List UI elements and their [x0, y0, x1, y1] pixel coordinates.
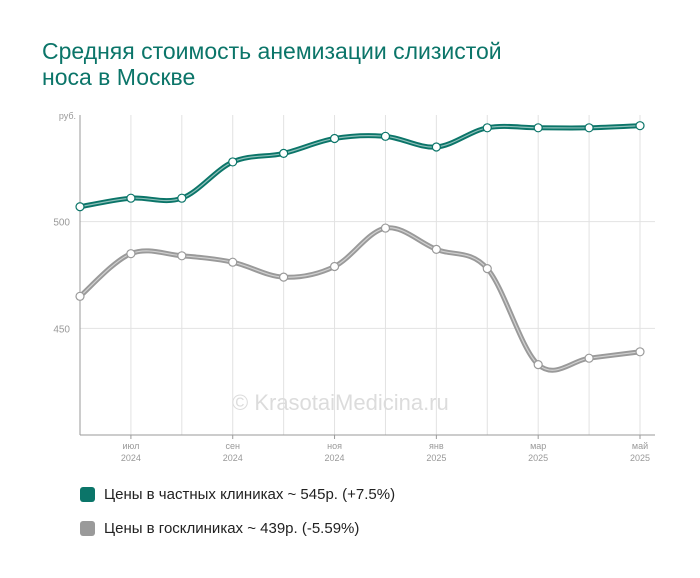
series-line-private: [77, 123, 643, 210]
legend-label-public: Цены в госклиниках ~ 439р. (-5.59%): [104, 519, 360, 537]
x-tick-label-month-2024-07: июл: [122, 441, 139, 451]
x-tick-label-year-2024-09: 2024: [223, 453, 243, 463]
data-point-public-2024-10: [279, 272, 289, 282]
watermark: © KrasotaiMedicina.ru: [232, 390, 449, 415]
x-tick-label-month-2024-09: сен: [225, 441, 240, 451]
y-tick-label-450: 450: [53, 324, 70, 335]
data-point-private-2025-02: [482, 123, 492, 133]
data-point-private-2024-11: [329, 133, 340, 144]
x-tick-label-month-2024-11: ноя: [327, 441, 342, 451]
x-tick-label-year-2025-03: 2025: [528, 453, 548, 463]
legend-swatch-private: [80, 486, 95, 502]
data-point-private-2024-12: [380, 131, 391, 141]
data-point-private-2025-05: [635, 121, 645, 131]
chart-title: Средняя стоимость анемизации слизистой н…: [42, 38, 602, 90]
legend-label-private: Цены в частных клиниках ~ 545р. (+7.5%): [104, 485, 396, 503]
y-tick-label-500: 500: [53, 218, 70, 229]
x-tick-label-year-2025-01: 2025: [426, 453, 446, 463]
data-point-public-2024-08: [177, 251, 187, 261]
data-point-private-2024-08: [177, 193, 187, 203]
data-point-private-2025-04: [584, 123, 594, 133]
legend-item-private[interactable]: Цены в частных клиниках ~ 545р. (+7.5%): [80, 484, 395, 504]
data-point-private-2024-06: [75, 202, 85, 212]
legend-swatch-public: [80, 520, 95, 536]
data-point-public-2024-06: [75, 291, 85, 301]
data-point-private-2024-10: [279, 148, 289, 158]
data-point-public-2025-03: [533, 360, 543, 370]
x-tick-label-month-2025-05: май: [632, 441, 648, 451]
data-point-private-2024-09: [228, 157, 238, 167]
data-point-public-2024-07: [126, 249, 136, 259]
data-point-public-2025-04: [584, 353, 594, 363]
series-line-public: [77, 225, 643, 373]
x-tick-label-month-2025-03: мар: [530, 441, 546, 451]
chart-title-line-1: Средняя стоимость анемизации слизистой: [42, 38, 502, 64]
legend: Цены в частных клиниках ~ 545р. (+7.5%) …: [80, 484, 395, 552]
chart-title-line-2: носа в Москве: [42, 64, 196, 90]
data-point-public-2024-11: [329, 261, 340, 272]
data-point-public-2025-01: [431, 244, 441, 254]
data-point-private-2025-03: [533, 123, 543, 133]
legend-item-public[interactable]: Цены в госклиниках ~ 439р. (-5.59%): [80, 518, 395, 538]
x-tick-label-year-2024-07: 2024: [121, 453, 141, 463]
series-line-highlight-public: [79, 227, 641, 371]
data-point-public-2024-12: [380, 223, 391, 233]
x-tick-label-year-2025-05: 2025: [630, 453, 650, 463]
x-tick-label-month-2025-01: янв: [429, 441, 444, 451]
data-point-public-2024-09: [228, 257, 238, 267]
y-unit-label: руб.: [59, 111, 76, 121]
data-point-private-2024-07: [126, 193, 136, 203]
x-tick-label-year-2024-11: 2024: [325, 453, 345, 463]
data-point-private-2025-01: [431, 142, 441, 152]
data-point-public-2025-02: [482, 264, 492, 274]
data-point-public-2025-05: [635, 347, 645, 357]
